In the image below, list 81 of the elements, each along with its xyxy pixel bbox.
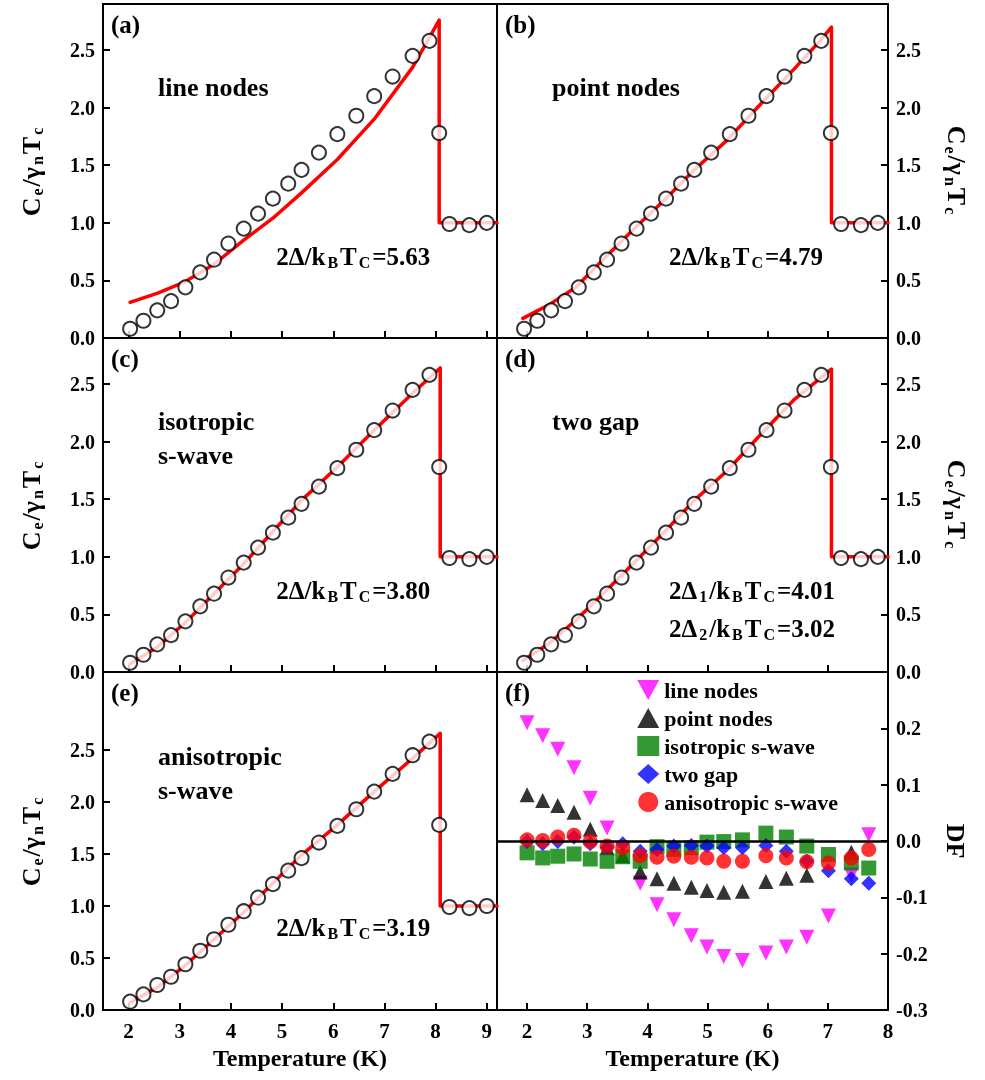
x-axis-title: Temperature (K): [213, 1045, 387, 1071]
y-tick-label: 1.5: [70, 154, 95, 177]
y-tick-label: 0.0: [896, 661, 921, 683]
y-axis-title: Ce/γnTc: [941, 125, 971, 215]
y-tick-label: 2.5: [896, 39, 921, 62]
annotation: line nodes: [158, 73, 269, 103]
y-axis-title: Ce/γnTc: [16, 461, 46, 551]
y-tick-label: 1.5: [896, 154, 921, 177]
legend-label: line nodes: [664, 677, 759, 703]
annotation: 2Δ/kBTC=4.79: [669, 243, 823, 271]
y-axis-title: Ce/γnTc: [16, 127, 46, 217]
x-tick-label: 2: [521, 1018, 533, 1043]
y-tick-label: 0.5: [896, 603, 921, 626]
legend-label: isotropic s-wave: [664, 733, 815, 759]
y-tick-label: 0.5: [70, 947, 95, 969]
y-tick-label: -0.3: [896, 999, 928, 1021]
x-tick-label: 2: [123, 1018, 134, 1043]
y-tick-label: 0.1: [896, 773, 921, 796]
x-tick-label: 3: [581, 1018, 593, 1043]
annotation: 2Δ2/kBTC=3.02: [669, 615, 835, 643]
annotation: 2Δ/kBTC=5.63: [276, 243, 431, 271]
annotation: 2Δ1/kBTC=4.01: [669, 577, 835, 605]
y-tick-label: 1.0: [70, 545, 95, 568]
y-tick-label: 2.0: [70, 96, 95, 119]
annotation: 2Δ/kBTC=3.80: [276, 577, 431, 605]
y-tick-label: 2.0: [70, 791, 95, 813]
y-tick-label: 1.0: [896, 545, 921, 568]
annotation: (c): [111, 345, 139, 373]
x-tick-label: 7: [379, 1018, 390, 1043]
annotation: (a): [111, 11, 141, 39]
legend-label: anisotropic s-wave: [664, 789, 839, 815]
annotation: (e): [111, 679, 139, 707]
legend-label: two gap: [664, 761, 739, 787]
x-tick-label: 5: [276, 1018, 288, 1043]
y-tick-label: 0.5: [70, 603, 95, 626]
y-tick-label: 0.0: [896, 830, 921, 852]
y-tick-label: 0.0: [70, 661, 95, 683]
y-tick-label: 2.5: [70, 373, 95, 396]
legend-label: point nodes: [664, 705, 773, 731]
y-tick-label: 1.5: [70, 843, 95, 865]
y-axis-title: Ce/γnTc: [941, 459, 971, 549]
y-tick-label: 0.5: [896, 269, 921, 292]
annotation: 2Δ/kBTC=3.19: [276, 914, 431, 942]
x-tick-label: 6: [328, 1018, 339, 1043]
y-tick-label: 2.0: [896, 430, 921, 453]
y-tick-label: 1.0: [896, 211, 921, 234]
y-tick-label: 1.5: [896, 488, 921, 511]
annotation: (d): [505, 345, 536, 373]
annotation: anisotropic s-wave: [158, 742, 289, 806]
y-axis-title: Ce/γnTc: [16, 797, 46, 887]
y-tick-label: 0.0: [70, 327, 95, 349]
annotation: two gap: [552, 407, 640, 437]
y-tick-label: 1.0: [70, 211, 95, 234]
x-tick-label: 8: [430, 1018, 441, 1043]
x-tick-label: 6: [762, 1018, 773, 1043]
x-tick-label: 3: [174, 1018, 185, 1043]
y-tick-label: 1.5: [70, 488, 95, 511]
y-tick-label: 2.5: [70, 39, 95, 62]
y-axis-title: DF: [940, 823, 970, 859]
y-tick-label: 2.0: [70, 430, 95, 453]
y-tick-label: 2.0: [896, 96, 921, 119]
x-tick-label: 5: [702, 1018, 713, 1043]
y-tick-label: 1.0: [70, 895, 95, 917]
y-tick-label: 0.2: [896, 717, 921, 740]
x-tick-label: 9: [481, 1018, 493, 1043]
y-tick-label: -0.1: [896, 886, 928, 909]
x-tick-label: 7: [822, 1018, 834, 1043]
y-tick-label: 2.5: [70, 739, 95, 761]
x-axis-title: Temperature (K): [605, 1045, 780, 1071]
y-tick-label: 2.5: [896, 373, 921, 396]
y-tick-label: -0.2: [896, 942, 928, 965]
y-tick-label: 0.0: [896, 327, 921, 349]
annotation: isotropic s-wave: [158, 407, 261, 471]
x-tick-label: 8: [882, 1018, 894, 1043]
y-tick-label: 0.5: [70, 269, 95, 292]
x-tick-label: 4: [225, 1018, 237, 1043]
x-tick-label: 4: [642, 1018, 654, 1043]
annotation: (b): [505, 11, 536, 39]
annotation: (f): [505, 679, 530, 707]
y-tick-label: 0.0: [70, 999, 95, 1021]
annotation: point nodes: [552, 73, 680, 103]
